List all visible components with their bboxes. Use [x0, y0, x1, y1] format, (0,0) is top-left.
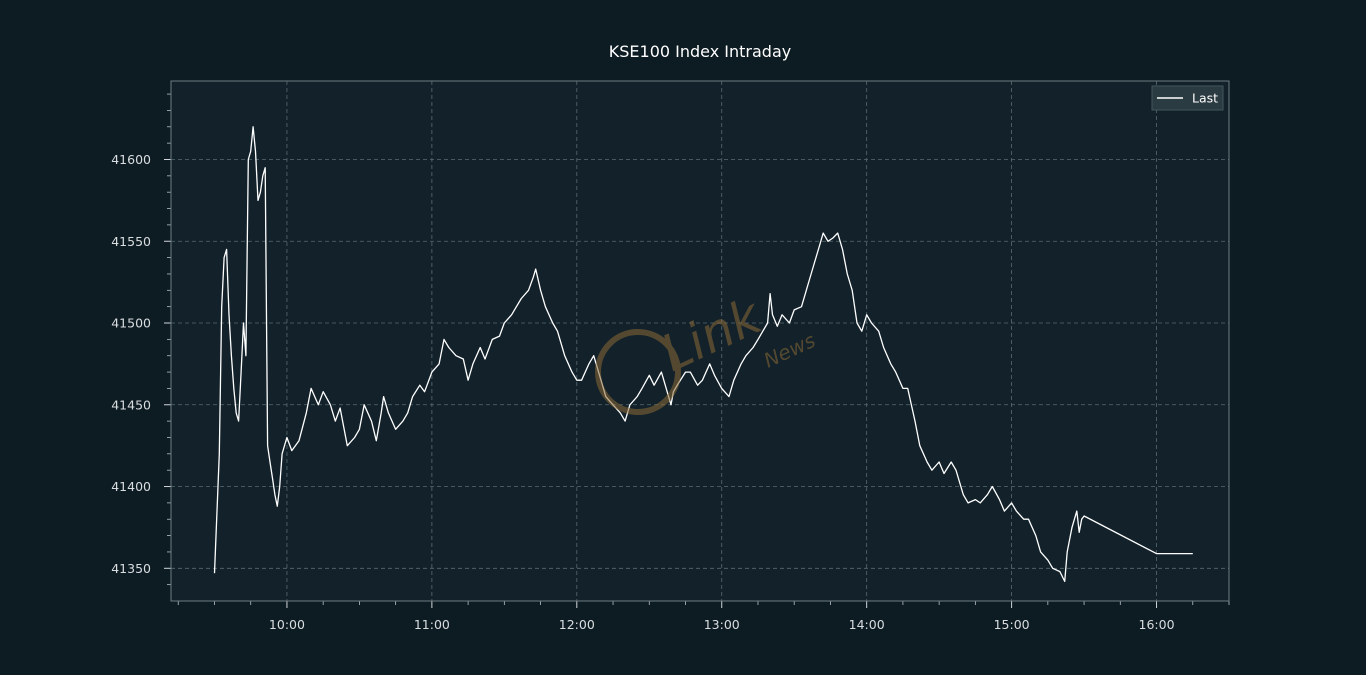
legend-label: Last [1192, 91, 1218, 106]
y-tick-label: 41550 [111, 234, 151, 249]
watermark-circle [595, 329, 681, 415]
x-tick-label: 13:00 [704, 617, 740, 632]
y-tick-label: 41350 [111, 561, 151, 576]
x-tick-label: 15:00 [994, 617, 1030, 632]
x-tick-label: 14:00 [849, 617, 885, 632]
x-tick-label: 11:00 [414, 617, 450, 632]
plot-frame [170, 80, 1230, 602]
x-tick-label: 10:00 [269, 617, 305, 632]
x-tick-label: 12:00 [559, 617, 595, 632]
x-tick-label: 16:00 [1139, 617, 1175, 632]
legend: Last [1151, 85, 1224, 111]
chart-title: KSE100 Index Intraday [608, 42, 792, 61]
y-tick-label: 41400 [111, 479, 151, 494]
y-tick-label: 41450 [111, 397, 151, 412]
y-tick-label: 41600 [111, 152, 151, 167]
plot-area [171, 81, 1229, 601]
y-tick-label: 41500 [111, 316, 151, 331]
series-line-last [213, 126, 1193, 583]
